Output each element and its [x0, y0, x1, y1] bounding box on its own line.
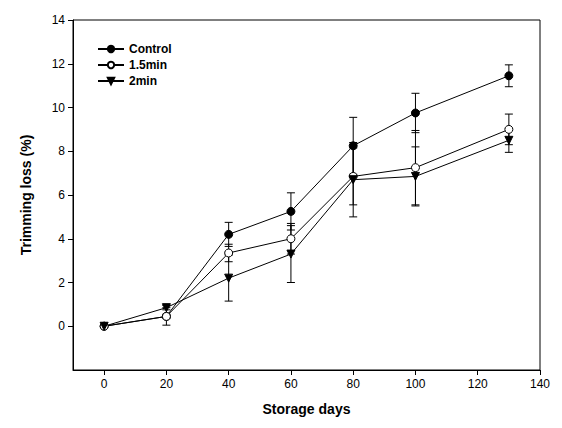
- svg-text:60: 60: [284, 377, 298, 391]
- svg-text:100: 100: [405, 377, 425, 391]
- svg-text:12: 12: [52, 57, 66, 71]
- svg-text:140: 140: [530, 377, 550, 391]
- svg-text:1.5min: 1.5min: [129, 58, 167, 72]
- svg-text:20: 20: [160, 377, 174, 391]
- svg-text:0: 0: [101, 377, 108, 391]
- svg-text:10: 10: [52, 101, 66, 115]
- svg-text:0: 0: [58, 319, 65, 333]
- svg-text:4: 4: [58, 232, 65, 246]
- svg-text:Control: Control: [129, 42, 172, 56]
- svg-text:6: 6: [58, 188, 65, 202]
- svg-text:14: 14: [52, 13, 66, 27]
- svg-text:8: 8: [58, 144, 65, 158]
- svg-text:120: 120: [468, 377, 488, 391]
- svg-text:Trimming loss (%): Trimming loss (%): [18, 135, 34, 256]
- svg-text:Storage days: Storage days: [263, 401, 351, 417]
- svg-text:2: 2: [58, 276, 65, 290]
- svg-text:2min: 2min: [129, 74, 157, 88]
- svg-text:40: 40: [222, 377, 236, 391]
- svg-text:80: 80: [347, 377, 361, 391]
